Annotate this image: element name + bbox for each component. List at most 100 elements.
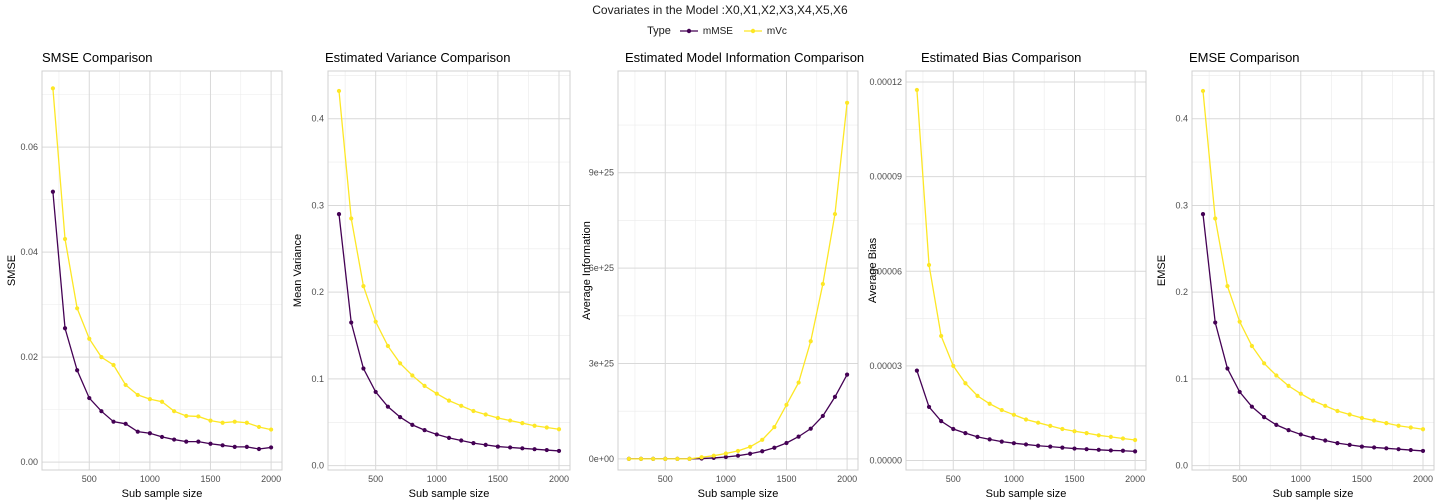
data-point-mvc <box>1120 436 1126 441</box>
data-point-mmse <box>1249 404 1254 409</box>
data-point-mvc <box>687 456 692 461</box>
data-point-mmse <box>1011 441 1016 446</box>
data-point-mvc <box>508 418 513 423</box>
y-tick-label: 0.0 <box>1175 461 1188 471</box>
data-point-mmse <box>999 439 1004 444</box>
grid <box>42 71 282 470</box>
data-point-mmse <box>939 419 944 424</box>
data-point-mvc <box>675 456 680 461</box>
y-tick-label: 0.06 <box>20 142 38 152</box>
data-point-mmse <box>1237 389 1242 395</box>
data-point-mmse <box>987 437 992 442</box>
data-point-mvc <box>385 343 390 349</box>
x-tick-label: 1500 <box>776 474 796 484</box>
data-point-mmse <box>1408 447 1413 453</box>
data-point-mvc <box>495 415 500 421</box>
data-point-mvc <box>748 444 753 449</box>
data-point-mvc <box>1108 434 1113 439</box>
data-point-mmse <box>196 439 201 444</box>
data-point-mmse <box>1036 443 1041 448</box>
data-point-mvc <box>987 401 992 406</box>
y-tick-label: 0.00012 <box>869 77 902 87</box>
panel-title: Estimated Bias Comparison <box>921 50 1081 65</box>
data-point-mmse <box>556 448 562 454</box>
data-point-mmse <box>772 445 777 450</box>
data-point-mmse <box>385 404 390 409</box>
x-axis-label: Sub sample size <box>1273 488 1354 500</box>
data-point-mvc <box>434 391 439 396</box>
x-tick-label: 500 <box>368 474 383 484</box>
data-point-mmse <box>735 453 741 458</box>
data-point-mmse <box>398 414 403 420</box>
data-point-mmse <box>495 444 500 449</box>
data-point-mvc <box>1372 418 1377 423</box>
panel-border <box>905 70 1147 471</box>
data-point-mmse <box>1060 445 1065 450</box>
data-point-mmse <box>1262 414 1267 420</box>
data-point-mvc <box>820 281 825 287</box>
data-point-mvc <box>184 413 189 419</box>
data-point-mvc <box>1274 373 1279 378</box>
legend-item-mvc: mVc <box>743 26 787 37</box>
data-point-mmse <box>373 389 378 395</box>
data-point-mmse <box>1396 447 1401 452</box>
data-point-mvc <box>1286 383 1291 388</box>
data-point-mmse <box>748 451 753 456</box>
data-point-mvc <box>699 455 704 460</box>
data-point-mvc <box>1323 403 1328 408</box>
data-point-mmse <box>256 446 262 452</box>
data-point-mmse <box>832 394 838 399</box>
data-point-mmse <box>1323 438 1328 443</box>
x-tick-label: 1000 <box>1291 474 1311 484</box>
y-tick-label: 0.00009 <box>869 172 902 182</box>
data-point-mvc <box>410 373 415 378</box>
data-point-mvc <box>1237 319 1242 324</box>
data-point-mvc <box>532 423 537 428</box>
data-point-mvc <box>1060 426 1065 432</box>
data-point-mvc <box>760 437 765 442</box>
x-tick-label: 1000 <box>427 474 447 484</box>
data-point-mmse <box>820 413 825 419</box>
y-tick-label: 3e+25 <box>589 358 614 368</box>
y-tick-label: 0.02 <box>20 352 38 362</box>
x-tick-label: 2000 <box>1413 474 1433 484</box>
data-point-mvc <box>784 402 789 407</box>
data-point-mvc <box>520 421 525 426</box>
data-point-mvc <box>1420 427 1426 432</box>
data-point-mvc <box>951 363 956 369</box>
data-point-mvc <box>723 451 728 456</box>
data-point-mvc <box>196 414 201 419</box>
data-point-mvc <box>975 393 980 398</box>
data-point-mvc <box>147 397 152 402</box>
y-tick-label: 0.4 <box>1175 114 1188 124</box>
data-point-mvc <box>1084 430 1089 436</box>
data-point-mmse <box>1274 422 1279 427</box>
grid <box>328 71 570 470</box>
data-point-mvc <box>711 453 716 458</box>
x-axis-label: Sub sample size <box>409 488 490 500</box>
data-point-mvc <box>1036 420 1041 425</box>
panel-title: EMSE Comparison <box>1189 50 1300 65</box>
data-point-mvc <box>336 88 342 94</box>
x-tick-label: 2000 <box>549 474 569 484</box>
data-point-mmse <box>459 438 464 443</box>
data-point-mvc <box>208 418 213 423</box>
data-point-mvc <box>459 403 464 408</box>
data-point-mmse <box>520 446 525 451</box>
data-point-mmse <box>1200 212 1206 217</box>
data-point-mmse <box>508 445 513 450</box>
y-tick-label: 0e+00 <box>589 454 614 464</box>
x-tick-label: 500 <box>946 474 961 484</box>
data-point-mvc <box>220 420 225 425</box>
data-point-mmse <box>1225 366 1230 371</box>
panel-title: Estimated Model Information Comparison <box>625 50 864 65</box>
data-point-mmse <box>208 441 213 446</box>
data-point-mmse <box>471 441 476 446</box>
legend-title: Type <box>647 25 671 37</box>
data-point-mvc <box>1249 343 1254 349</box>
data-point-mvc <box>1298 391 1303 396</box>
data-point-mmse <box>446 435 452 441</box>
data-point-mvc <box>1023 417 1029 422</box>
data-point-mmse <box>410 422 415 427</box>
data-point-mmse <box>1023 442 1029 447</box>
